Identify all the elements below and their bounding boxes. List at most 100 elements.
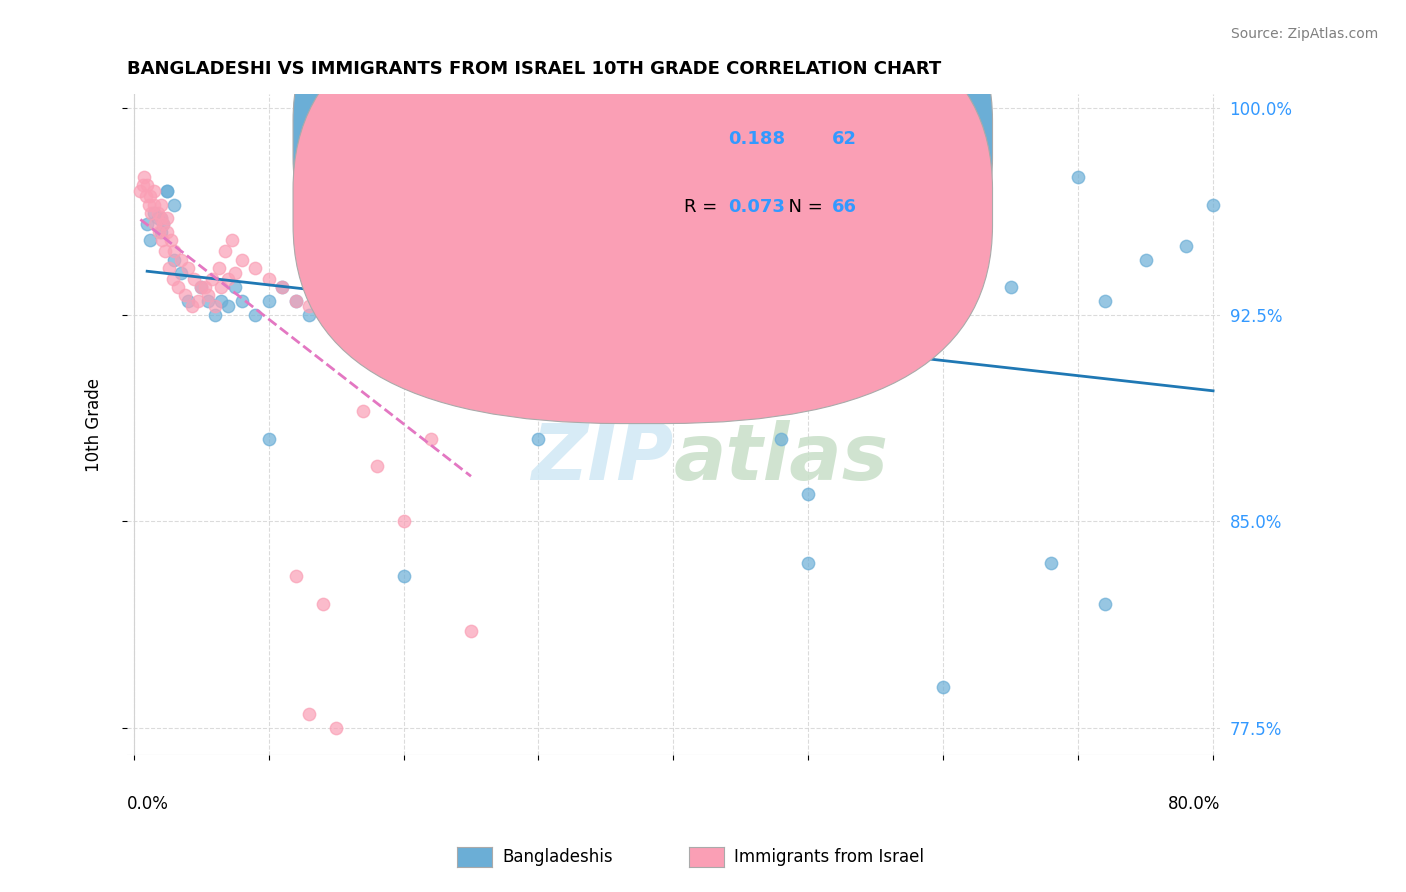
Point bbox=[162, 272, 184, 286]
Point bbox=[190, 280, 212, 294]
Point bbox=[221, 233, 243, 247]
Point bbox=[156, 184, 179, 198]
Point bbox=[1000, 280, 1022, 294]
Point bbox=[325, 280, 347, 294]
Point bbox=[224, 280, 246, 294]
Text: R =: R = bbox=[685, 198, 723, 216]
Text: Source: ZipAtlas.com: Source: ZipAtlas.com bbox=[1230, 27, 1378, 41]
Text: 0.073: 0.073 bbox=[728, 198, 785, 216]
Point bbox=[146, 206, 169, 220]
Point bbox=[730, 293, 752, 308]
Text: R =: R = bbox=[685, 129, 723, 148]
Point bbox=[167, 280, 190, 294]
Point bbox=[392, 569, 415, 583]
Point bbox=[149, 211, 172, 226]
Point bbox=[392, 239, 415, 253]
Point bbox=[176, 293, 198, 308]
Text: N =: N = bbox=[778, 198, 828, 216]
Point bbox=[142, 206, 165, 220]
Point bbox=[132, 178, 155, 193]
Point bbox=[201, 272, 224, 286]
Point bbox=[689, 280, 711, 294]
Point bbox=[129, 184, 152, 198]
Point bbox=[142, 184, 165, 198]
Text: BANGLADESHI VS IMMIGRANTS FROM ISRAEL 10TH GRADE CORRELATION CHART: BANGLADESHI VS IMMIGRANTS FROM ISRAEL 10… bbox=[127, 60, 941, 78]
Point bbox=[149, 197, 172, 211]
Point bbox=[139, 233, 162, 247]
Point bbox=[209, 280, 232, 294]
Text: 80.0%: 80.0% bbox=[1167, 795, 1220, 813]
Text: N =: N = bbox=[778, 129, 828, 148]
Point bbox=[339, 267, 361, 281]
Point bbox=[146, 211, 169, 226]
Point bbox=[224, 267, 246, 281]
Point bbox=[134, 169, 156, 184]
Point bbox=[149, 211, 172, 226]
Point bbox=[163, 197, 186, 211]
Point bbox=[271, 280, 294, 294]
Point bbox=[149, 225, 172, 239]
Point bbox=[1040, 556, 1063, 570]
Point bbox=[1135, 252, 1157, 267]
Point bbox=[298, 300, 321, 314]
Point bbox=[284, 569, 307, 583]
Point bbox=[190, 280, 212, 294]
Point bbox=[217, 272, 239, 286]
Text: ZIP: ZIP bbox=[531, 420, 673, 496]
Point bbox=[366, 252, 388, 267]
Point bbox=[160, 233, 183, 247]
Point bbox=[204, 300, 226, 314]
Point bbox=[271, 280, 294, 294]
Point bbox=[157, 260, 180, 275]
Text: 66: 66 bbox=[832, 198, 856, 216]
Text: 0.0%: 0.0% bbox=[127, 795, 169, 813]
Point bbox=[419, 293, 441, 308]
Point bbox=[170, 267, 193, 281]
Point bbox=[214, 244, 236, 259]
Point bbox=[187, 293, 209, 308]
Point bbox=[311, 597, 333, 611]
Point bbox=[1067, 169, 1090, 184]
Point bbox=[797, 487, 820, 501]
Point bbox=[554, 280, 576, 294]
Point bbox=[352, 404, 374, 418]
Point bbox=[636, 308, 658, 322]
Point bbox=[174, 288, 197, 302]
Point bbox=[662, 293, 685, 308]
Point bbox=[1094, 293, 1116, 308]
Y-axis label: 10th Grade: 10th Grade bbox=[86, 378, 103, 472]
Point bbox=[1094, 597, 1116, 611]
Point bbox=[501, 252, 523, 267]
Point bbox=[325, 721, 347, 735]
Point bbox=[419, 432, 441, 446]
Point bbox=[136, 178, 159, 193]
Point bbox=[366, 267, 388, 281]
Point bbox=[197, 288, 219, 302]
Point bbox=[352, 267, 374, 281]
Point bbox=[311, 280, 333, 294]
Point bbox=[932, 267, 955, 281]
Point bbox=[378, 272, 401, 286]
Point bbox=[1175, 239, 1198, 253]
Point bbox=[194, 280, 217, 294]
Point bbox=[1202, 197, 1225, 211]
Point bbox=[527, 293, 550, 308]
Point bbox=[460, 624, 482, 639]
Point bbox=[865, 293, 887, 308]
Point bbox=[284, 293, 307, 308]
Point bbox=[143, 217, 166, 231]
Point bbox=[156, 225, 179, 239]
Point bbox=[325, 272, 347, 286]
Point bbox=[378, 244, 401, 259]
FancyBboxPatch shape bbox=[292, 0, 993, 424]
Point bbox=[243, 260, 266, 275]
Point bbox=[446, 300, 468, 314]
Point bbox=[153, 244, 176, 259]
Point bbox=[152, 217, 174, 231]
Point bbox=[932, 680, 955, 694]
Point bbox=[662, 293, 685, 308]
Point bbox=[136, 217, 159, 231]
Point bbox=[231, 252, 253, 267]
Point bbox=[527, 432, 550, 446]
Point bbox=[298, 706, 321, 721]
